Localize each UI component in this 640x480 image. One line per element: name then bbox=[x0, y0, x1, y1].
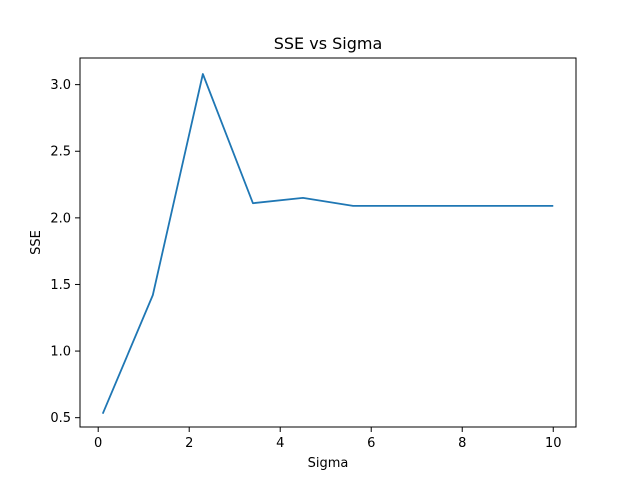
x-tick-label: 0 bbox=[94, 436, 102, 451]
x-tick-label: 10 bbox=[545, 436, 562, 451]
y-tick-label: 3.0 bbox=[50, 78, 71, 93]
plot-frame bbox=[79, 57, 577, 428]
y-tick-label: 1.0 bbox=[50, 345, 71, 360]
chart-title: SSE vs Sigma bbox=[274, 34, 383, 53]
x-tick-label: 4 bbox=[276, 436, 284, 451]
x-tick-label: 2 bbox=[185, 436, 193, 451]
x-tick-label: 6 bbox=[367, 436, 375, 451]
y-axis-title: SSE bbox=[29, 230, 44, 255]
plot-area bbox=[79, 57, 577, 428]
y-tick-label: 2.0 bbox=[50, 211, 71, 226]
y-tick-label: 2.5 bbox=[50, 145, 71, 160]
y-tick-label: 0.5 bbox=[50, 411, 71, 426]
y-axis: 0.5 1.0 1.5 2.0 2.5 3.0 bbox=[50, 78, 80, 426]
x-axis: 0 2 4 6 8 10 bbox=[94, 427, 562, 451]
y-tick-label: 1.5 bbox=[50, 278, 71, 293]
x-axis-title: Sigma bbox=[308, 456, 349, 471]
series-line-0 bbox=[101, 73, 554, 415]
x-tick-label: 8 bbox=[458, 436, 466, 451]
